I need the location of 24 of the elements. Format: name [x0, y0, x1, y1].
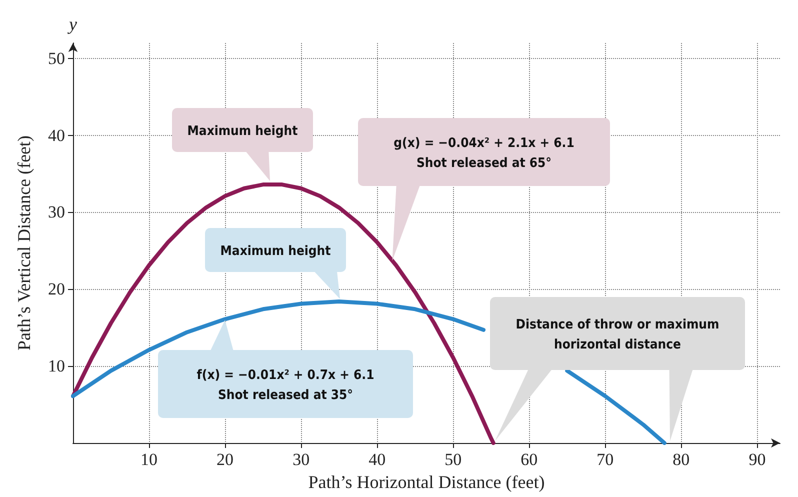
x-tick-label: 90: [748, 450, 766, 469]
y-tick-label: 20: [48, 280, 65, 299]
x-tick-label: 40: [368, 450, 386, 469]
x-tick-label: 50: [444, 450, 462, 469]
x-tick-label: 20: [216, 450, 234, 469]
annotation: f(x) = −0.01x² + 0.7x + 6.1 Shot released at 35°: [196, 368, 374, 403]
y-tick-label: 10: [48, 356, 65, 376]
annotation: g(x) = −0.04x² + 2.1x + 6.1 Shot released at 65°: [394, 136, 574, 171]
x-axis-title: Path’s Horizontal Distance (feet): [308, 472, 545, 492]
annotation: Distance of throw or maximum horizontal distance: [516, 318, 720, 352]
x-tick-label: 10: [140, 450, 158, 469]
annotation: Maximum height: [220, 244, 332, 259]
y-axis-title: Path’s Vertical Distance (feet): [14, 135, 34, 351]
x-tick-label: 30: [292, 450, 310, 469]
y-tick-label: 30: [48, 202, 65, 222]
y-tick-label: 50: [48, 48, 65, 68]
speech-bubble: g(x) = −0.04x² + 2.1x + 6.1 Shot released at 65°: [358, 118, 610, 261]
annotation: Maximum height: [187, 124, 298, 139]
text: y: [67, 14, 77, 34]
y-tick-label: 40: [48, 126, 65, 145]
x-tick-label: 60: [520, 450, 538, 469]
x-tick-label: 80: [672, 450, 690, 469]
x-tick-label: 70: [596, 450, 614, 469]
line-series: [71, 182, 496, 445]
